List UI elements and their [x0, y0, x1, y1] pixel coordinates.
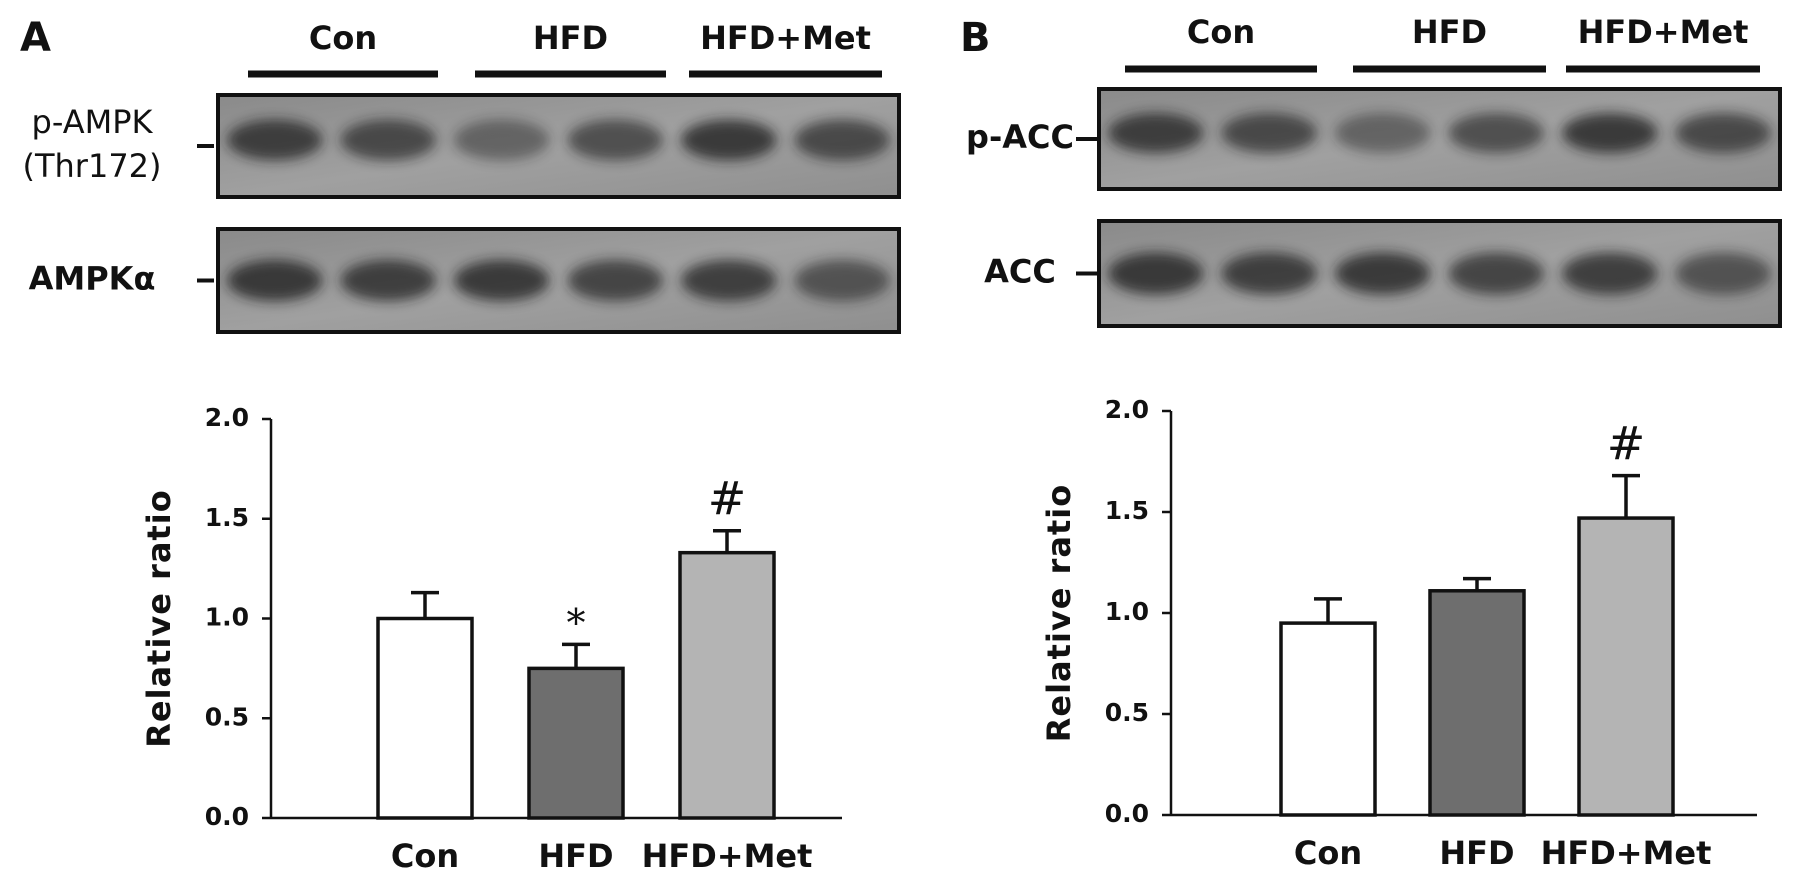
blot-group-label: HFD — [1412, 13, 1487, 51]
blot-band — [567, 259, 663, 302]
blot-group-label: Con — [1187, 13, 1255, 51]
bar — [1279, 621, 1377, 817]
blot-band — [1108, 252, 1204, 295]
blot-band — [1675, 252, 1771, 295]
panel-label: B — [960, 15, 991, 61]
blot-band — [794, 119, 890, 161]
blot — [1097, 87, 1782, 191]
x-tick-label: Con — [1294, 834, 1362, 872]
y-tick-label: 2.0 — [1105, 395, 1149, 424]
y-tick-label: 2.0 — [205, 403, 249, 432]
blot-band — [1335, 252, 1431, 295]
y-tick-label: 0.0 — [205, 802, 249, 831]
blot-row-label: ACC — [984, 253, 1056, 291]
blot-row-label: p-AMPK — [32, 103, 154, 141]
blot-band — [1448, 113, 1544, 153]
x-tick-label: Con — [391, 837, 459, 875]
blot-band — [340, 259, 436, 302]
blot-band — [1108, 113, 1204, 153]
panel-label: A — [20, 15, 51, 61]
y-tick-label: 1.5 — [1105, 496, 1149, 525]
blot-membrane — [1097, 87, 1782, 191]
blot-group-label: HFD+Met — [1578, 13, 1749, 51]
y-tick-label: 1.0 — [205, 603, 249, 632]
blot-membrane — [216, 227, 901, 334]
blot-row-label: p-ACC — [966, 118, 1074, 156]
significance-marker: * — [567, 601, 586, 645]
blot-band — [1562, 252, 1658, 295]
blot-group-label: Con — [309, 19, 377, 57]
y-axis-label: Relative ratio — [1040, 484, 1078, 743]
blot-membrane — [1097, 219, 1782, 328]
blot — [1097, 219, 1782, 328]
x-tick-label: HFD+Met — [642, 837, 813, 875]
blot-band — [1221, 252, 1317, 295]
error-bar — [1314, 597, 1342, 624]
error-bar — [713, 528, 741, 553]
bar — [1428, 589, 1526, 817]
blot-band — [454, 119, 550, 161]
y-tick-label: 0.5 — [205, 702, 249, 731]
blot-band — [454, 259, 550, 302]
significance-marker: # — [1607, 417, 1646, 471]
y-axis-label: Relative ratio — [140, 489, 178, 748]
blot-membrane — [216, 93, 901, 199]
y-tick-label: 0.0 — [1105, 799, 1149, 828]
y-tick-label: 1.0 — [1105, 597, 1149, 626]
blot — [216, 93, 901, 199]
blot — [216, 227, 901, 334]
blot-band — [1335, 113, 1431, 153]
y-tick-label: 1.5 — [205, 503, 249, 532]
blot-band — [567, 119, 663, 161]
significance-marker: # — [708, 472, 747, 526]
error-bar — [411, 590, 439, 619]
blot-band — [1562, 113, 1658, 153]
blot-band — [681, 119, 777, 161]
x-tick-label: HFD+Met — [1541, 834, 1712, 872]
error-bar — [1463, 576, 1491, 591]
error-bar — [1612, 473, 1640, 519]
blot-row-label: AMPKα — [29, 260, 156, 298]
x-tick-label: HFD — [538, 837, 613, 875]
error-bar — [562, 642, 590, 669]
blot-row-label: (Thr172) — [22, 147, 161, 185]
blot-group-label: HFD+Met — [700, 19, 871, 57]
bar — [678, 550, 776, 820]
blot-group-label: HFD — [533, 19, 608, 57]
blot-band — [227, 259, 323, 302]
y-tick-label: 0.5 — [1105, 698, 1149, 727]
blot-band — [340, 119, 436, 161]
blot-band — [1448, 252, 1544, 295]
blot-band — [1675, 113, 1771, 153]
blot-band — [227, 119, 323, 161]
blot-band — [681, 259, 777, 302]
blot-band — [794, 259, 890, 302]
blot-band — [1221, 113, 1317, 153]
bar — [1577, 516, 1675, 817]
bar — [376, 616, 474, 820]
x-tick-label: HFD — [1439, 834, 1514, 872]
bar — [527, 666, 625, 820]
